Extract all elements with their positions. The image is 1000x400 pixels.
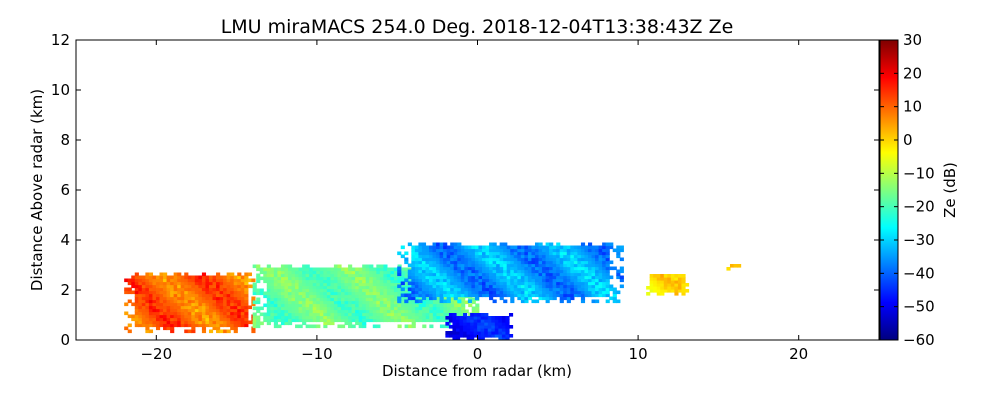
colorbar-tick-label: 0 [903,131,913,149]
colorbar-tick-label: −50 [903,298,935,316]
echo-field [124,242,742,340]
x-tick-label: −10 [301,345,333,363]
chart-title: LMU miraMACS 254.0 Deg. 2018-12-04T13:38… [221,16,734,38]
echo-region-upper-echo [397,242,624,304]
colorbar-tick-label: 20 [903,64,922,82]
x-tick-label: 0 [473,345,483,363]
colorbar-tick-label: −10 [903,164,935,182]
y-tick-label: 2 [60,281,70,299]
colorbar-axis: 30 20 10 0 −10 −20 −30 −40 −50 −60 [880,31,935,349]
y-tick-label: 6 [60,181,70,199]
x-axis-label: Distance from radar (km) [382,362,572,380]
colorbar-tick-label: −20 [903,198,935,216]
x-tick-label: −20 [140,345,172,363]
y-axis: 0 2 4 6 8 10 12 [51,31,879,349]
colorbar-tick-label: −60 [903,331,935,349]
y-tick-label: 12 [51,31,70,49]
echo-region-near-surface-gap [445,313,514,340]
y-tick-label: 4 [60,231,70,249]
echo-region-strong-core [124,272,256,334]
echo-region-distant-echo-2 [726,264,742,271]
colorbar-tick-label: 10 [903,98,922,116]
x-tick-label: 20 [789,345,808,363]
colorbar [879,39,899,341]
y-tick-label: 10 [51,81,70,99]
y-tick-label: 0 [60,331,70,349]
colorbar-tick-label: 30 [903,31,922,49]
colorbar-tick-label: −30 [903,231,935,249]
colorbar-tick-label: −40 [903,264,935,282]
colorbar-label: Ze (dB) [941,162,959,218]
echo-region-distant-echo-1 [646,274,690,296]
x-axis: −20 −10 0 10 20 [140,40,808,363]
y-axis-label: Distance Above radar (km) [28,89,46,291]
x-tick-label: 10 [629,345,648,363]
y-tick-label: 8 [60,131,70,149]
